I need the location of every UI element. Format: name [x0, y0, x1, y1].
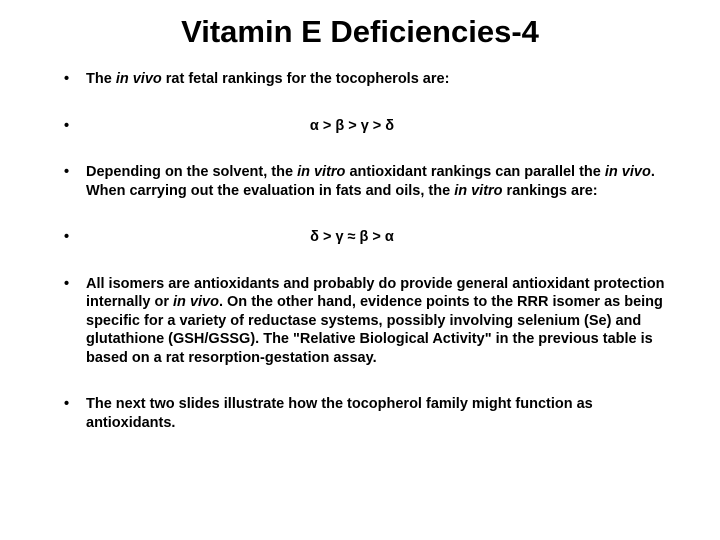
text-fragment: rankings are: [503, 183, 598, 199]
bullet-4-formula: δ > γ ≈ β > α [64, 228, 680, 247]
text-italic: in vitro [454, 183, 502, 199]
text-fragment: The [86, 71, 116, 87]
bullet-1: The in vivo rat fetal rankings for the t… [64, 70, 680, 89]
ranking-formula: α > β > γ > δ [310, 117, 434, 136]
bullet-list: The in vivo rat fetal rankings for the t… [40, 70, 680, 433]
text-italic: in vivo [605, 164, 651, 180]
text-italic: in vivo [173, 294, 219, 310]
bullet-2-formula: α > β > γ > δ [64, 117, 680, 136]
text-fragment: antioxidant rankings can parallel the [345, 164, 604, 180]
slide-title: Vitamin E Deficiencies-4 [40, 14, 680, 50]
text-fragment: Depending on the solvent, the [86, 164, 297, 180]
bullet-6: The next two slides illustrate how the t… [64, 395, 680, 432]
text-fragment: The next two slides illustrate how the t… [86, 396, 593, 431]
text-italic: in vivo [116, 71, 162, 87]
bullet-5: All isomers are antioxidants and probabl… [64, 275, 680, 368]
text-fragment: rat fetal rankings for the tocopherols a… [162, 71, 450, 87]
text-italic: in vitro [297, 164, 345, 180]
slide-container: Vitamin E Deficiencies-4 The in vivo rat… [0, 0, 720, 540]
bullet-3: Depending on the solvent, the in vitro a… [64, 163, 680, 200]
ranking-formula: δ > γ ≈ β > α [310, 228, 434, 247]
